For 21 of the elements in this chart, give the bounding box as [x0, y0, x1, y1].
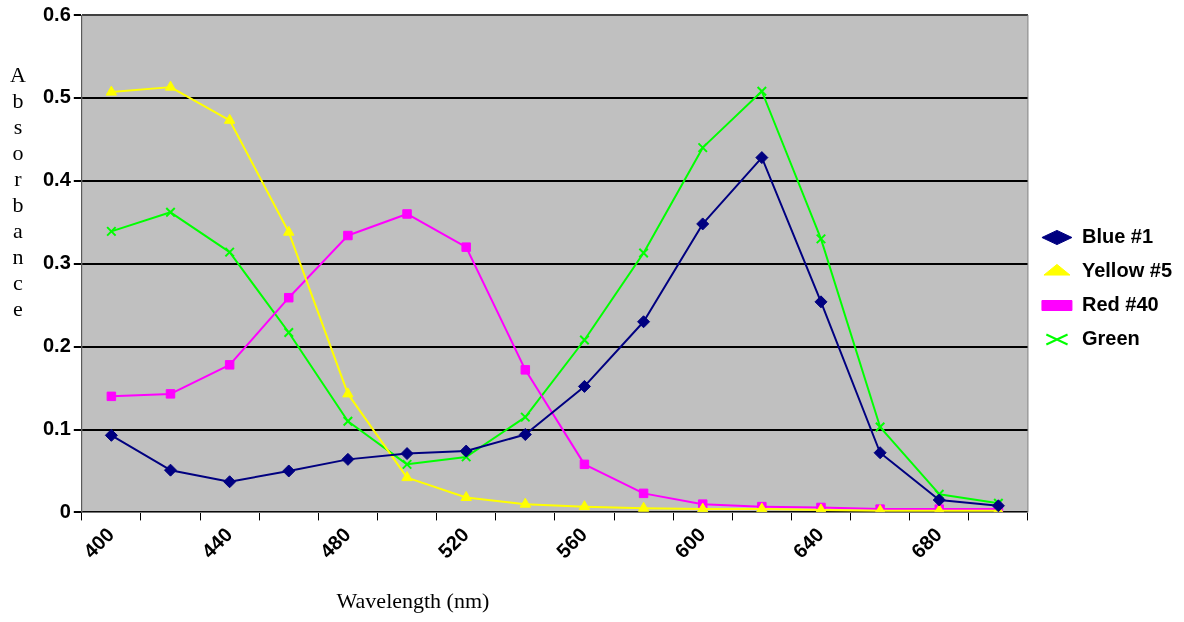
x-tick-label: 560 [552, 523, 592, 563]
legend-label: Green [1081, 327, 1140, 350]
x-tick-label: 640 [788, 523, 828, 563]
legend-label: Blue #1 [1081, 225, 1154, 248]
x-tick-label: 480 [315, 523, 355, 563]
legend-label: Yellow #5 [1081, 259, 1173, 282]
y-tick-label: 0.1 [42, 417, 71, 440]
y-tick-label: 0.4 [42, 168, 72, 191]
y-tick-label: 0 [59, 499, 71, 522]
x-tick-label: 400 [78, 523, 119, 563]
x-tick-label: 440 [197, 523, 237, 563]
x-tick-label: 600 [670, 523, 710, 563]
x-tick-label: 680 [906, 523, 946, 563]
x-axis-title: Wavelength (nm) [335, 588, 491, 614]
y-tick-label: 0.3 [42, 251, 71, 274]
legend-label: Red #40 [1081, 293, 1159, 316]
y-tick-label: 0.2 [42, 334, 71, 357]
x-tick-label: 520 [433, 523, 473, 563]
y-tick-label: 0.6 [42, 2, 71, 25]
y-tick-label: 0.5 [42, 85, 71, 108]
text: Absorbance [10, 62, 26, 321]
